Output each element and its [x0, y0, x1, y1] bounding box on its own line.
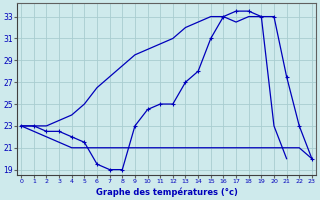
X-axis label: Graphe des températures (°c): Graphe des températures (°c): [96, 187, 237, 197]
